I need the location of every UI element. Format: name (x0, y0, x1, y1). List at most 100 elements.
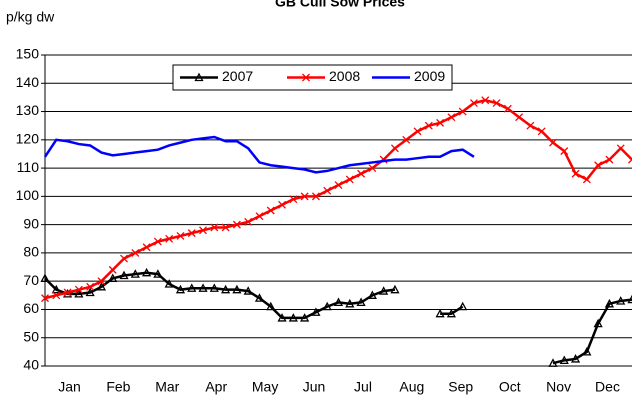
marker (593, 318, 603, 328)
marker (571, 169, 580, 178)
marker (41, 294, 49, 303)
marker (311, 192, 320, 201)
y-tick-label: 120 (16, 131, 40, 147)
marker (209, 283, 219, 292)
marker (390, 144, 399, 153)
marker (345, 298, 355, 308)
series-line (43, 135, 475, 174)
marker (379, 286, 389, 295)
x-tick-label: Apr (205, 379, 227, 395)
marker (300, 192, 309, 201)
chart-title: GB Cull Sow Prices (275, 0, 405, 10)
marker (447, 113, 456, 122)
x-tick-label: Jun (303, 379, 326, 395)
marker (481, 96, 490, 105)
marker (232, 284, 242, 294)
y-axis-label: p/kg dw (6, 9, 55, 25)
marker (594, 161, 603, 170)
x-tick-label: Mar (155, 379, 179, 395)
marker (266, 301, 276, 311)
marker (402, 135, 411, 144)
marker (390, 284, 400, 294)
marker (559, 355, 569, 364)
marker (51, 284, 61, 294)
marker (503, 104, 512, 113)
marker (176, 231, 185, 240)
marker (210, 223, 219, 232)
marker (165, 234, 174, 243)
marker (333, 297, 344, 307)
marker (278, 200, 287, 209)
legend-label: 2007 (222, 68, 253, 84)
marker (63, 288, 72, 297)
marker (153, 269, 163, 278)
marker (74, 289, 84, 298)
marker (436, 118, 445, 127)
y-tick-label: 50 (23, 328, 39, 344)
marker (446, 308, 456, 318)
marker (232, 220, 241, 229)
marker (548, 358, 558, 367)
marker (288, 313, 298, 322)
marker (458, 301, 468, 311)
marker (130, 269, 140, 278)
marker (311, 307, 321, 316)
marker (323, 186, 332, 195)
marker (142, 243, 151, 252)
marker (549, 138, 557, 147)
y-tick-label: 90 (23, 215, 39, 231)
marker (175, 284, 186, 294)
marker (492, 99, 501, 108)
y-tick-label: 40 (23, 357, 39, 373)
y-tick-label: 130 (16, 102, 40, 118)
y-tick-label: 80 (23, 244, 39, 260)
y-tick-label: 60 (23, 300, 39, 316)
x-tick-label: Feb (106, 379, 130, 395)
marker (277, 313, 287, 322)
marker (628, 155, 632, 164)
marker (289, 195, 298, 204)
marker (322, 301, 332, 311)
marker (368, 164, 377, 173)
marker (254, 293, 265, 302)
marker (153, 237, 162, 246)
marker (537, 127, 546, 136)
marker (435, 308, 445, 318)
marker (515, 113, 524, 122)
marker (470, 99, 478, 108)
marker (582, 346, 592, 356)
y-tick-label: 110 (17, 159, 40, 175)
marker (74, 285, 83, 294)
marker (221, 223, 230, 232)
marker (604, 298, 615, 308)
marker (605, 155, 614, 164)
marker (243, 286, 253, 295)
marker (413, 127, 422, 136)
marker (96, 281, 107, 291)
y-tick-label: 100 (16, 187, 40, 203)
marker (244, 217, 253, 226)
marker (616, 296, 626, 305)
marker (221, 284, 231, 294)
x-tick-label: Jul (354, 379, 372, 395)
x-tick-label: Dec (595, 379, 620, 395)
x-tick-label: Jan (58, 379, 81, 395)
marker (560, 147, 569, 156)
marker (108, 273, 118, 283)
marker (367, 290, 377, 299)
marker (616, 144, 625, 153)
y-tick-label: 150 (16, 46, 40, 62)
x-tick-label: Sep (448, 379, 473, 395)
marker (526, 121, 535, 130)
marker (345, 175, 354, 184)
marker (570, 354, 581, 363)
marker (424, 121, 433, 130)
marker (627, 294, 632, 304)
marker (582, 175, 591, 184)
marker (86, 282, 95, 291)
marker (187, 283, 197, 292)
marker (97, 277, 106, 286)
x-tick-label: Aug (399, 379, 424, 395)
marker (199, 226, 207, 235)
marker (40, 273, 50, 283)
